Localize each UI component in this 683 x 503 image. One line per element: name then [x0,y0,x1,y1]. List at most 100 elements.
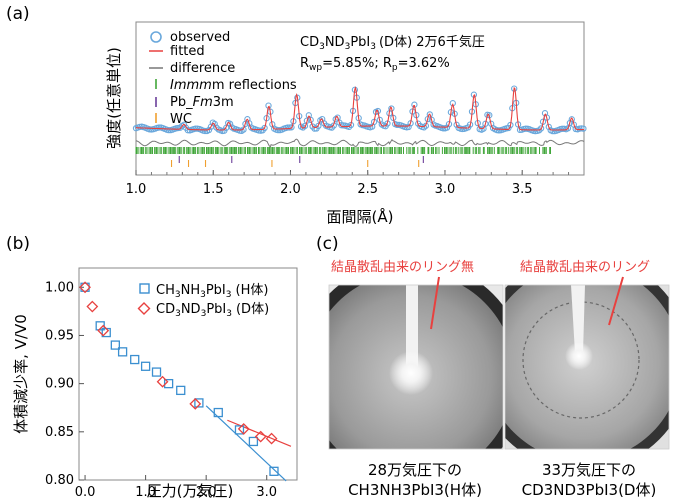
observed-point [307,116,314,124]
observed-point [261,124,268,132]
observed-point [165,126,172,134]
annotation-no-ring: 結晶散乱由来のリング無 [331,260,474,275]
fitted-line [136,86,584,131]
panel-b-xtick-label: 0.0 [75,485,96,500]
panel-a-xtick-label: 3.0 [435,182,456,197]
panel-a-chart: 1.0 1.5 2.0 2.5 3.0 3.5 observed fitted diffe… [105,21,587,226]
panel-b-ytick-label: 0.90 [45,377,74,392]
data-point-d [86,300,99,313]
observed-point [288,124,295,131]
data-point-h [151,367,162,377]
panel-a-r-values: Rwp=5.85%; Rp=3.62% [300,56,450,73]
observed-point [564,125,572,132]
observed-point [192,125,199,132]
data-point-d [237,423,250,435]
observed-point [315,122,322,130]
data-point-d [79,281,91,294]
legend-h-label: CH3NH3PbI3 (H体) [156,283,268,300]
difference-line [135,138,585,148]
observed-point [388,105,395,112]
panel-b-xtick-label: 3.0 [256,485,277,500]
panel-b-label: (b) [6,234,31,254]
panel-a-label: (a) [6,4,30,24]
annotation-ring: 結晶散乱由来のリング [520,260,650,275]
panel-b-xtick-label: 2.0 [196,485,217,500]
fit-line-h [205,405,287,482]
panel-b-ylabel: 体積減少率, V/V0 [12,314,30,434]
observed-point [426,111,433,118]
detector-image-h [329,285,503,449]
panel-a-ylabel: 強度(任意単位) [105,47,123,149]
annotation-ring-arrow [608,276,624,326]
observed-point [393,121,401,129]
panel-a-compound-title: CD3ND3PbI3 (D体) 2万6千気圧 [300,34,485,52]
data-point-h [163,378,174,389]
annotation-no-ring-arrow [430,276,440,330]
observed-point [568,116,575,123]
legend-observed-label: observed [170,30,230,45]
panel-b-frame [78,267,298,481]
legend-pb-label: Pb_Fm3m [170,95,234,110]
observed-point [537,125,545,132]
observed-point [155,124,163,131]
legend-h-marker [139,283,150,294]
caption-h-line1: 28万気圧下の [368,461,462,479]
caption-d-line2: CD3ND3PbI3(D体) [522,481,657,499]
data-point-h [194,398,204,408]
panel-b-chart: 0.0 1.0 2.0 3.0 0.80 0.85 0.90 0.95 1.00 CH3NH3P… [12,267,298,500]
data-point-h [117,347,128,357]
detector-image-d [505,285,669,449]
legend-d-label: CD3ND3PbI3 (D体) [156,302,269,319]
data-point-d [97,324,110,337]
observed-point [422,122,430,129]
legend-imm-label: Immmm reflections [170,78,297,93]
observed-point [580,125,587,132]
panel-a-xtick-label: 1.5 [203,182,224,197]
observed-point [559,125,566,132]
panel-a-xtick-label: 2.5 [357,182,378,197]
panel-b-ytick-label: 1.00 [45,280,74,295]
panel-a-xlabel: 面間隔(Å) [327,207,394,226]
data-point-h [248,436,259,447]
legend-fitted-label: fitted [170,44,205,59]
data-point-h [110,340,120,350]
data-point-d [189,397,202,410]
observed-point [440,125,447,132]
data-point-h [176,385,186,396]
legend-difference-label: difference [170,61,235,76]
observed-point [445,120,453,128]
panel-b-ytick-label: 0.85 [45,425,74,440]
data-point-h [213,407,223,418]
data-point-h [130,354,140,365]
data-point-h [140,361,151,371]
legend-observed-marker [150,31,162,43]
panel-a-xtick-label: 2.0 [280,182,301,197]
observed-point [284,124,291,131]
data-point-h [234,425,245,435]
panel-a-frame [135,21,585,176]
panel-a-xtick-label: 1.0 [126,182,147,197]
observed-point [453,121,460,128]
data-point-d [254,430,267,443]
observed-point [274,126,282,134]
panel-b-xtick-label: 1.0 [135,485,156,500]
caption-h-line2: CH3NH3PbI3(H体) [348,481,482,499]
observed-point [482,120,489,127]
data-point-d [265,432,278,445]
data-point-h [269,466,279,476]
legend-wc-label: WC [170,112,192,127]
panel-b-ytick-label: 0.95 [45,328,74,343]
observed-point [201,127,209,135]
panel-c-label: (c) [316,234,339,254]
panel-c-images: 結晶散乱由来のリング無 結晶散乱由来のリング 28万気圧下の CH3NH3PbI… [328,260,670,499]
legend-d-marker [137,302,151,315]
data-point-h [80,282,90,292]
panel-b-ytick-label: 0.80 [45,473,74,488]
observed-point [466,121,474,128]
panel-b-xlabel: 圧力(万気圧) [147,482,234,500]
observed-point [549,127,556,135]
panel-b-legend: CH3NH3PbI3 (H体) CD3ND3PbI3 (D体) [137,283,269,319]
panel-a-legend: observed fitted difference Immmm reflect… [149,30,297,127]
observed-point [301,122,309,130]
caption-d-line1: 33万気圧下の [542,461,636,479]
